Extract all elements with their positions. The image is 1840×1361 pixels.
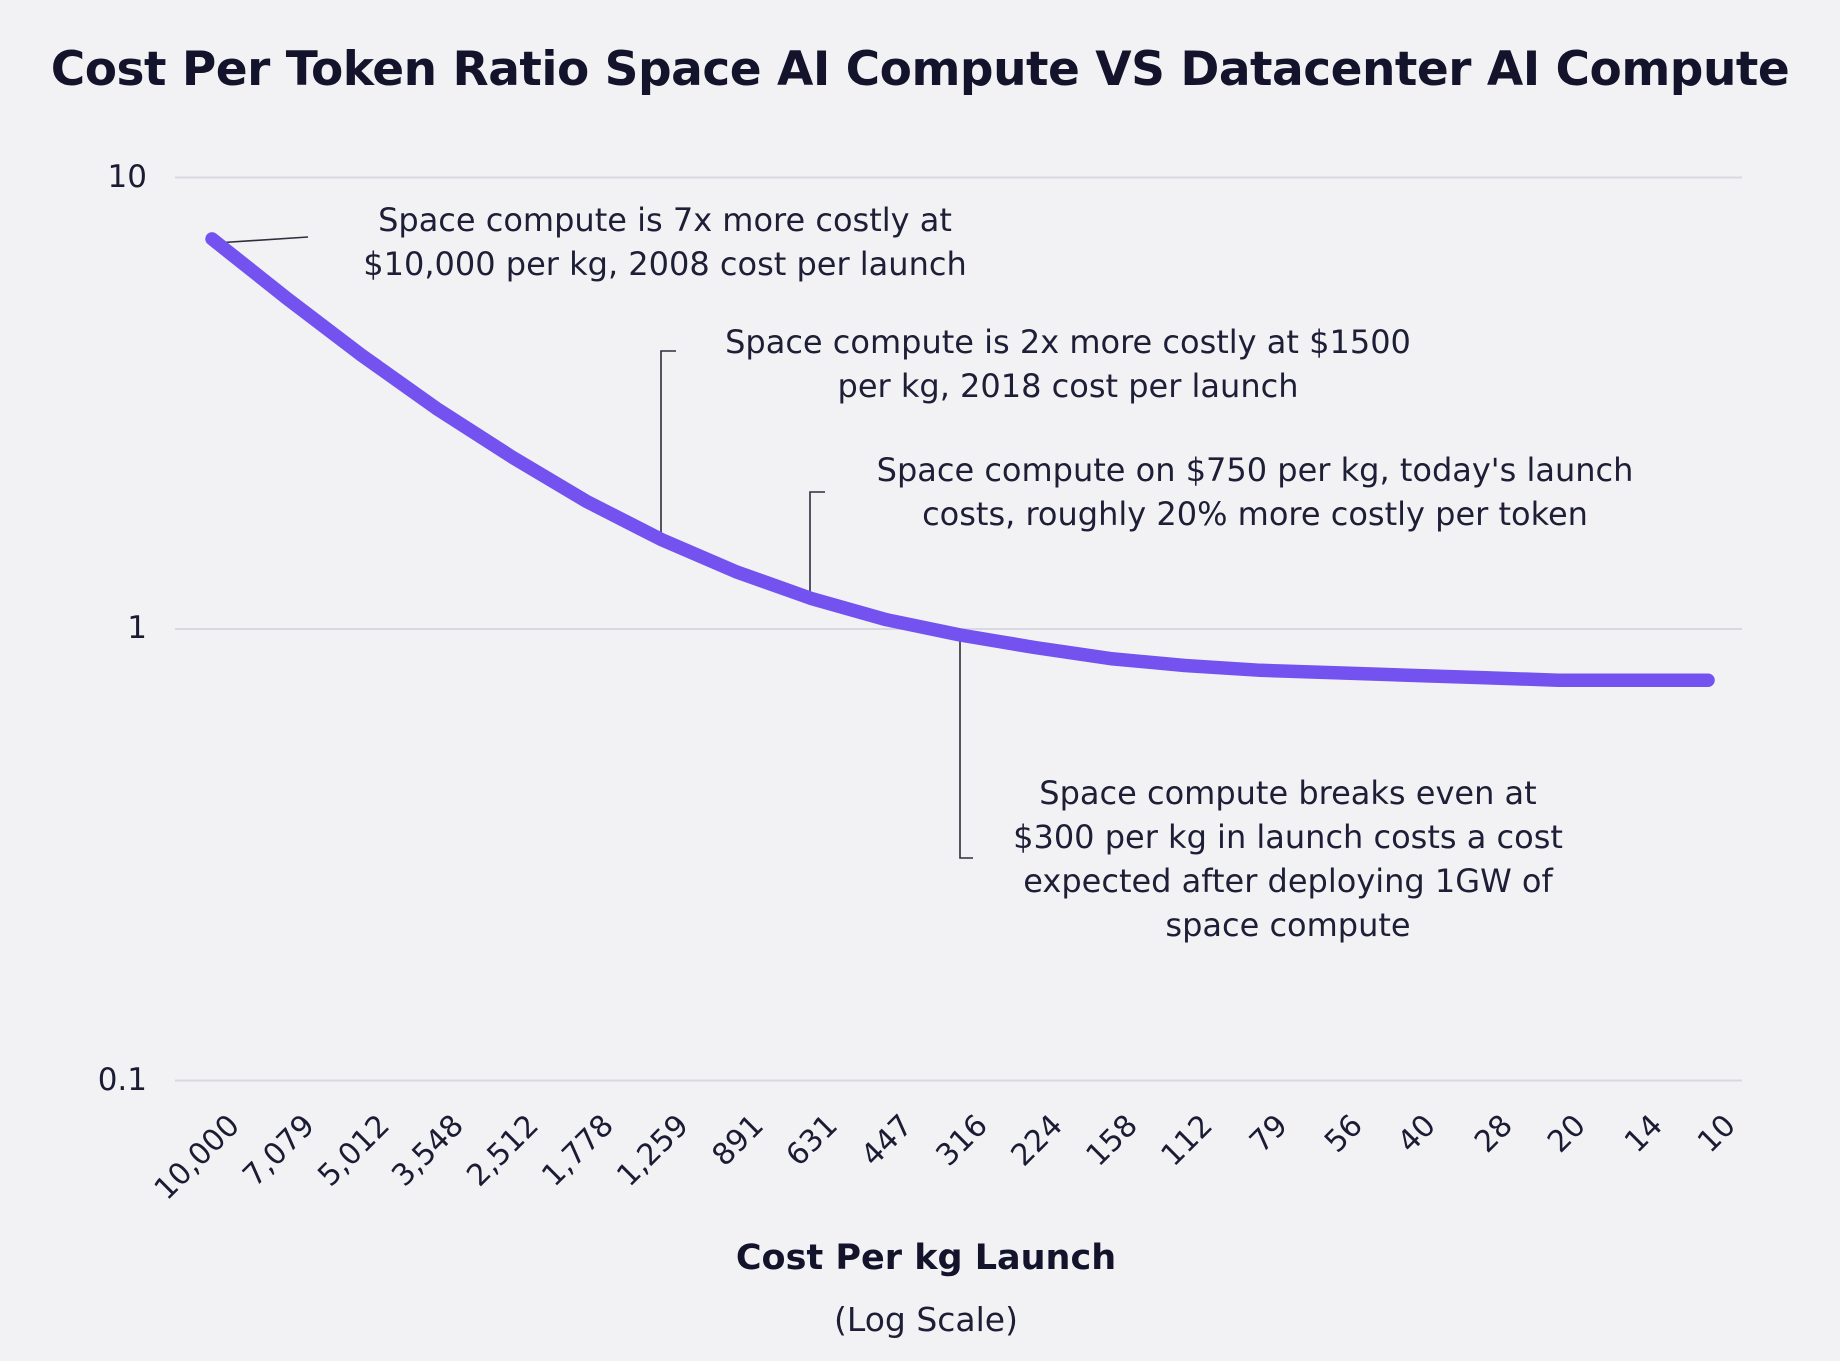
annotation-breakeven-300-line-2: $300 per kg in launch costs a cost [1013, 818, 1563, 856]
annotation-breakeven-300-line-3: expected after deploying 1GW of [1023, 862, 1553, 900]
annotation-2x-1500: Space compute is 2x more costly at $1500… [725, 320, 1411, 408]
annotation-breakeven-300-line-1: Space compute breaks even at [1039, 774, 1537, 812]
y-tick-label-0.1: 0.1 [97, 1061, 147, 1098]
y-tick-label-1: 1 [127, 610, 147, 646]
annotation-750-today: Space compute on $750 per kg, today's la… [877, 448, 1634, 536]
annotation-breakeven-300: Space compute breaks even at $300 per kg … [1013, 771, 1563, 947]
annotation-2x-1500-line-2: per kg, 2018 cost per launch [837, 367, 1299, 405]
leader-line-annotation-750-today [809, 491, 825, 598]
leader-line-annotation-2x-1500 [660, 350, 676, 538]
annotation-750-today-line-2: costs, roughly 20% more costly per token [922, 495, 1588, 533]
leader-line-annotation-7x-10000 [215, 236, 309, 244]
annotation-2x-1500-line-1: Space compute is 2x more costly at $1500 [725, 323, 1411, 361]
x-axis-title: Cost Per kg Launch [735, 1238, 1117, 1278]
x-axis-subtitle: (Log Scale) [834, 1300, 1018, 1339]
annotation-7x-10000-line-1: Space compute is 7x more costly at [378, 201, 952, 239]
annotation-750-today-line-1: Space compute on $750 per kg, today's la… [876, 451, 1634, 489]
annotation-leader-lines [215, 236, 973, 859]
annotation-7x-10000-line-2: $10,000 per kg, 2008 cost per launch [363, 245, 967, 283]
annotation-breakeven-300-line-4: space compute [1165, 906, 1411, 944]
chart-title: Cost Per Token Ratio Space AI Compute VS… [50, 42, 1790, 97]
leader-line-annotation-breakeven-300 [959, 635, 973, 859]
annotation-7x-10000: Space compute is 7x more costly at $10,00… [363, 198, 966, 286]
ratio-curve [205, 232, 1715, 687]
y-tick-label-10: 10 [107, 158, 147, 195]
